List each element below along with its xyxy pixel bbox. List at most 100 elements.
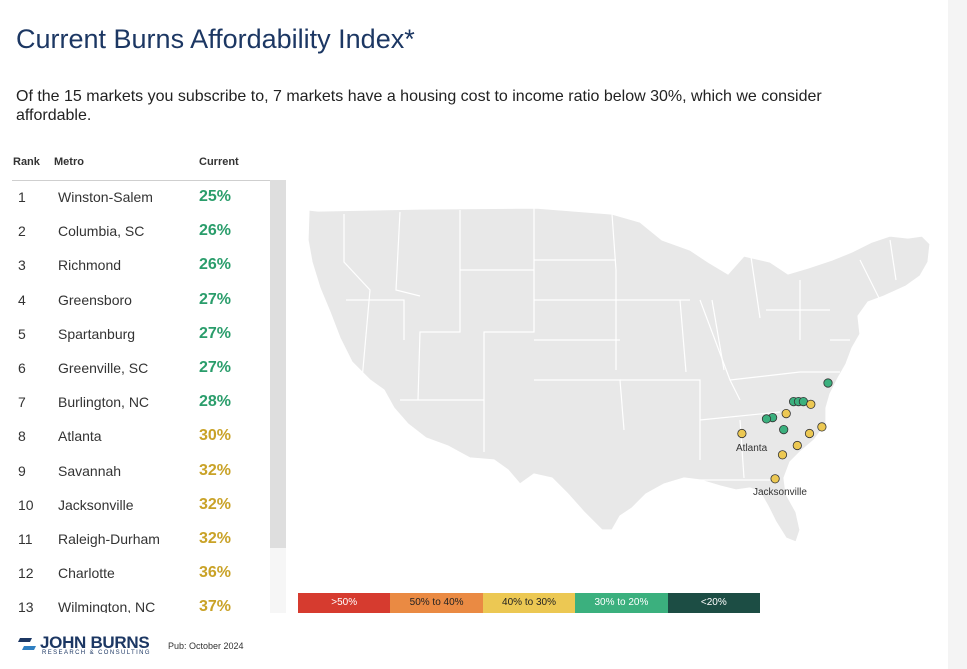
page-title: Current Burns Affordability Index* xyxy=(16,24,415,54)
legend-item: 40% to 30% xyxy=(482,593,576,613)
logo-subtext: RESEARCH & CONSULTING xyxy=(42,650,151,656)
table-row: 6 Greenville, SC 27% xyxy=(12,351,268,385)
table-row: 12 Charlotte 36% xyxy=(12,556,268,590)
table-row: 8 Atlanta 30% xyxy=(12,419,268,453)
border-line xyxy=(343,214,371,381)
table-row: 3 Richmond 26% xyxy=(12,248,268,282)
us-outline xyxy=(307,207,931,543)
metro-cell: Greenville, SC xyxy=(58,359,149,376)
page-subtitle: Of the 15 markets you subscribe to, 7 ma… xyxy=(16,88,822,124)
logo-mark-icon xyxy=(18,638,36,650)
value-cell: 27% xyxy=(199,290,232,308)
rank-cell: 6 xyxy=(18,359,26,376)
market-dot xyxy=(770,474,780,484)
border-line xyxy=(679,299,687,373)
value-cell: 32% xyxy=(199,495,232,513)
rank-cell: 5 xyxy=(18,325,26,342)
metro-cell: Wilmington, NC xyxy=(58,599,156,613)
border-line xyxy=(611,213,617,370)
market-dot xyxy=(777,450,788,460)
table-row: 4 Greensboro 27% xyxy=(12,283,268,317)
scrollbar-thumb[interactable] xyxy=(270,180,286,548)
rank-cell: 12 xyxy=(18,565,34,582)
us-base-map xyxy=(307,207,931,543)
table-row: 10 Jacksonville 32% xyxy=(12,488,268,522)
value-cell: 32% xyxy=(199,529,232,547)
table-scrollbar[interactable] xyxy=(270,180,286,613)
map-label-atlanta: Atlanta xyxy=(736,443,768,454)
border-line xyxy=(889,239,897,281)
border-line xyxy=(346,299,405,340)
metro-cell: Spartanburg xyxy=(58,325,136,342)
legend-item: >50% xyxy=(298,593,391,613)
table-row: 1 Winston-Salem 25% xyxy=(12,180,268,214)
value-cell: 30% xyxy=(199,427,232,445)
rank-cell: 4 xyxy=(18,291,26,308)
value-cell: 37% xyxy=(199,598,232,613)
market-dot xyxy=(806,399,816,409)
table-row: 9 Savannah 32% xyxy=(12,454,268,488)
header-rank: Rank xyxy=(13,156,40,168)
state-borders xyxy=(343,208,897,481)
rank-cell: 8 xyxy=(18,428,26,445)
table-row: 13 Wilmington, NC 37% xyxy=(12,590,268,613)
market-dots xyxy=(737,378,833,484)
rank-cell: 9 xyxy=(18,462,26,479)
market-dot xyxy=(792,440,802,451)
market-dot xyxy=(761,414,772,424)
rank-cell: 11 xyxy=(18,530,33,547)
metro-cell: Charlotte xyxy=(58,565,115,582)
value-cell: 32% xyxy=(199,461,232,479)
border-line xyxy=(699,411,781,421)
market-dot xyxy=(804,428,815,439)
value-cell: 26% xyxy=(199,256,232,274)
rank-cell: 1 xyxy=(18,189,26,205)
metro-cell: Richmond xyxy=(58,257,122,274)
metro-cell: Burlington, NC xyxy=(58,394,150,411)
market-dot xyxy=(781,408,791,419)
value-cell: 26% xyxy=(199,222,232,240)
market-dot xyxy=(779,424,789,435)
border-line xyxy=(395,211,421,297)
value-cell: 27% xyxy=(199,324,232,342)
border-line xyxy=(417,210,461,401)
table-body: 1 Winston-Salem 25% 2 Columbia, SC 26% 3 Richmo… xyxy=(12,180,268,613)
value-cell: 27% xyxy=(199,358,232,376)
table-header: Rank Metro Current xyxy=(12,153,270,181)
border-line xyxy=(729,371,840,381)
border-line xyxy=(749,249,761,319)
border-line xyxy=(711,299,725,371)
rank-cell: 13 xyxy=(18,599,34,613)
rank-cell: 2 xyxy=(18,223,26,240)
border-line xyxy=(620,379,701,460)
table-row: 2 Columbia, SC 26% xyxy=(12,214,268,248)
value-cell: 25% xyxy=(199,188,232,205)
rank-cell: 10 xyxy=(18,496,34,513)
value-cell: 36% xyxy=(199,564,232,582)
logo-name: JOHN BURNS xyxy=(40,633,150,652)
table-row: 7 Burlington, NC 28% xyxy=(12,385,268,419)
border-line xyxy=(859,259,881,301)
ranking-table: Rank Metro Current 1 Winston-Salem 25% 2 Col… xyxy=(12,153,286,613)
metro-cell: Savannah xyxy=(58,462,122,479)
metro-cell: Atlanta xyxy=(58,428,102,445)
table-row: 11 Raleigh-Durham 32% xyxy=(12,522,268,556)
market-dot xyxy=(823,378,833,388)
market-dot xyxy=(817,422,827,432)
header-metro: Metro xyxy=(54,156,84,168)
rank-cell: 7 xyxy=(18,394,26,411)
metro-cell: Winston-Salem xyxy=(58,189,153,205)
metro-cell: Raleigh-Durham xyxy=(58,530,160,547)
market-dot xyxy=(737,428,747,439)
metro-cell: Greensboro xyxy=(58,291,132,308)
legend-item: 30% to 20% xyxy=(575,593,668,613)
legend-item: <20% xyxy=(667,593,761,613)
right-edge-strip xyxy=(948,0,967,669)
table-row: 5 Spartanburg 27% xyxy=(12,317,268,351)
publication-date: Pub: October 2024 xyxy=(168,641,244,651)
value-cell: 28% xyxy=(199,393,232,411)
metro-cell: Jacksonville xyxy=(58,496,134,513)
map-label-jacksonville: Jacksonville xyxy=(753,487,807,498)
metro-cell: Columbia, SC xyxy=(58,223,145,240)
